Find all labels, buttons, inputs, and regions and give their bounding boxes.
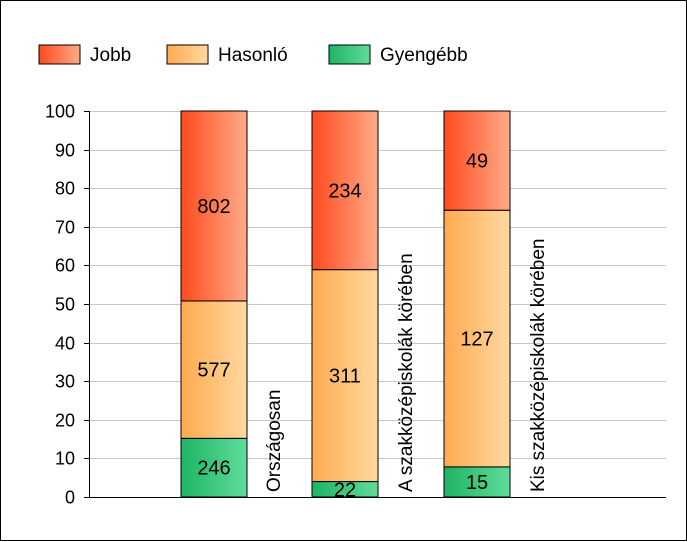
y-tick-label-70: 70 <box>55 218 75 238</box>
legend-label-hasonlo: Hasonló <box>218 45 288 66</box>
y-tick-label-0: 0 <box>65 488 75 508</box>
legend-swatch-gyengebb <box>328 44 371 65</box>
legend: Jobb Hasonló Gyengébb <box>38 44 468 66</box>
bar-segment-jobb-1 <box>180 110 248 302</box>
y-tick-label-50: 50 <box>55 295 75 315</box>
bar-segment-gyengebb-3 <box>443 466 511 498</box>
y-tick-label-60: 60 <box>55 256 75 276</box>
bar-value-label-gyengebb-3: 15 <box>466 472 488 494</box>
bar-value-label-gyengebb-2: 22 <box>334 479 356 501</box>
bar-segment-hasonlo-3 <box>443 209 511 468</box>
category-label-3: Kis szakközépiskolák körében <box>528 239 549 492</box>
bar-value-label-gyengebb-1: 246 <box>197 458 230 480</box>
legend-label-jobb: Jobb <box>90 45 131 66</box>
bar-segment-jobb-2 <box>311 110 379 271</box>
category-label-1: Országosan <box>264 390 285 492</box>
bar-value-label-jobb-1: 802 <box>197 196 230 218</box>
bar-value-label-jobb-2: 234 <box>328 180 361 202</box>
bar-value-label-hasonlo-2: 311 <box>329 366 361 388</box>
y-tick-label-20: 20 <box>55 411 75 431</box>
y-tick-label-90: 90 <box>55 141 75 161</box>
y-tick-label-40: 40 <box>55 334 75 354</box>
bar-segment-jobb-3 <box>443 110 511 211</box>
bar-value-label-hasonlo-1: 577 <box>197 360 230 382</box>
bar-value-label-jobb-3: 49 <box>466 151 488 173</box>
bars: 246 577 802 22 311 234 15 127 49 <box>180 110 511 501</box>
y-tick-label-100: 100 <box>45 102 75 122</box>
y-tick-label-80: 80 <box>55 179 75 199</box>
y-tick-label-10: 10 <box>55 449 75 469</box>
bar-segment-gyengebb-1 <box>180 437 248 498</box>
bar-segment-hasonlo-1 <box>180 300 248 439</box>
legend-swatch-jobb <box>38 44 81 65</box>
bar-segment-hasonlo-2 <box>311 269 379 483</box>
legend-label-gyengebb: Gyengébb <box>380 45 468 66</box>
bar-value-label-hasonlo-3: 127 <box>460 329 493 351</box>
legend-swatch-hasonlo <box>166 44 209 65</box>
y-tick-label-30: 30 <box>55 372 75 392</box>
category-label-2: A szakközépiskolák körében <box>396 253 417 492</box>
category-labels: Országosan A szakközépiskolák körében Kis … <box>264 239 549 492</box>
